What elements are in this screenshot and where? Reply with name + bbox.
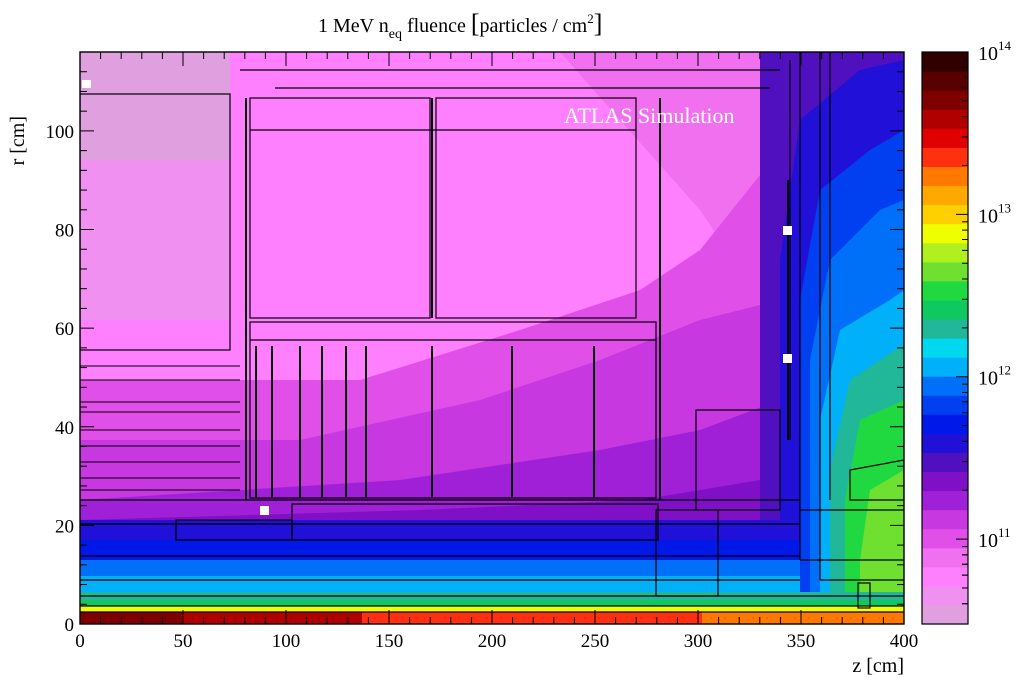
colorbar-swatch — [922, 566, 968, 587]
band-beampipe-c — [362, 612, 702, 624]
svg-text:1 MeV neq fluence [particles /: 1 MeV neq fluence [particles / cm2] — [318, 9, 602, 42]
colorbar-swatch — [922, 71, 968, 91]
outline-box-barrel — [249, 321, 657, 499]
colorbar-frame — [921, 51, 969, 625]
colorbar-label: 1013 — [978, 200, 1011, 227]
colorbar-swatch — [922, 299, 968, 320]
colorbar-swatch — [922, 109, 968, 129]
title-main: 1 MeV n — [318, 15, 389, 37]
outline-box-lower2 — [291, 503, 659, 541]
title-rest: fluence — [402, 15, 471, 37]
title-units-exponent: 2 — [587, 11, 594, 26]
band-r12 — [80, 560, 800, 578]
colorbar-swatch — [922, 52, 968, 72]
x-tick-label: 0 — [75, 631, 85, 652]
band-beampipe-d — [702, 612, 904, 624]
colorbar-swatch — [922, 261, 968, 282]
x-tick-label: 300 — [684, 631, 713, 652]
colorbar-swatch — [922, 166, 968, 187]
colorbar-swatch — [922, 318, 968, 339]
y-tick-label: 60 — [55, 319, 74, 340]
band-r8 — [80, 576, 800, 594]
band-r4 — [80, 600, 904, 606]
marker-3 — [783, 354, 792, 363]
colorbar-swatch — [922, 204, 968, 225]
colorbar-label: 1012 — [978, 363, 1011, 390]
colorbar-swatch — [922, 471, 968, 492]
band-r3 — [80, 606, 904, 612]
colorbar-swatch — [922, 509, 968, 530]
detector-staves — [245, 98, 789, 500]
x-axis: 0 50 100 150 200 250 300 350 400 — [75, 52, 918, 652]
y-tick-label: 40 — [55, 418, 74, 439]
y-axis-title: r [cm] — [7, 116, 29, 165]
title-subscript: eq — [389, 27, 402, 42]
colorbar-swatch — [922, 147, 968, 167]
colorbar-swatch — [922, 604, 968, 625]
marker-2 — [783, 226, 792, 235]
colorbar-swatch — [922, 128, 968, 148]
marker-1 — [82, 80, 91, 88]
outline-forward-7 — [849, 459, 904, 501]
title-bracket-close: ] — [594, 9, 603, 38]
heatmap-area — [80, 52, 904, 624]
band-r6 — [80, 592, 904, 602]
colorbar-swatch — [922, 528, 968, 549]
colorbar — [922, 52, 968, 625]
colorbar-swatch — [922, 338, 968, 358]
region-lightest — [80, 52, 230, 160]
outline-box-left — [80, 93, 231, 351]
x-tick-label: 350 — [787, 631, 816, 652]
detector-layers-left — [80, 365, 240, 491]
colorbar-label: 1014 — [978, 38, 1012, 65]
x-tick-label: 100 — [272, 631, 301, 652]
colorbar-labels: 1011 1012 1013 1014 — [956, 38, 1012, 625]
colorbar-swatch — [922, 490, 968, 511]
x-tick-label: 400 — [890, 631, 919, 652]
outline-box-mid2 — [435, 97, 637, 319]
title-bracket-open: [ — [471, 9, 480, 38]
x-axis-title: z [cm] — [852, 655, 904, 677]
band-r16 — [80, 540, 800, 562]
colorbar-swatch — [922, 280, 968, 301]
colorbar-swatch — [922, 376, 968, 396]
marker-4 — [260, 506, 269, 515]
x-tick-label: 200 — [478, 631, 507, 652]
y-tick-label: 20 — [55, 516, 74, 537]
y-tick-label: 0 — [65, 615, 75, 636]
band-beampipe-b — [182, 612, 362, 624]
colorbar-swatch — [922, 547, 968, 568]
colorbar-swatch — [922, 185, 968, 206]
colorbar-swatch — [922, 395, 968, 415]
region-right-lime — [860, 470, 904, 624]
colorbar-swatch — [922, 90, 968, 110]
band-beampipe-a — [80, 612, 182, 624]
colorbar-swatch — [922, 242, 968, 263]
y-tick-label: 80 — [55, 221, 74, 242]
detector-outlines — [80, 52, 904, 613]
colorbar-swatch — [922, 452, 968, 473]
colorbar-swatch — [922, 414, 968, 434]
colorbar-swatch — [922, 585, 968, 606]
colorbar-swatch — [922, 433, 968, 453]
y-axis: 0 20 40 60 80 100 — [46, 51, 904, 636]
colorbar-swatch — [922, 357, 968, 377]
y-tick-label: 100 — [46, 122, 75, 143]
colorbar-swatch — [922, 223, 968, 244]
title-units: particles / cm — [480, 15, 588, 37]
chart-title: 1 MeV neq fluence [particles / cm2] — [318, 9, 602, 42]
x-tick-label: 50 — [174, 631, 193, 652]
outline-box-endcap — [695, 409, 781, 511]
x-tick-label: 250 — [581, 631, 610, 652]
outline-box-mid1 — [249, 97, 431, 319]
x-tick-label: 150 — [375, 631, 404, 652]
colorbar-label: 1011 — [978, 525, 1011, 552]
atlas-annotation: ATLAS Simulation — [564, 103, 735, 128]
